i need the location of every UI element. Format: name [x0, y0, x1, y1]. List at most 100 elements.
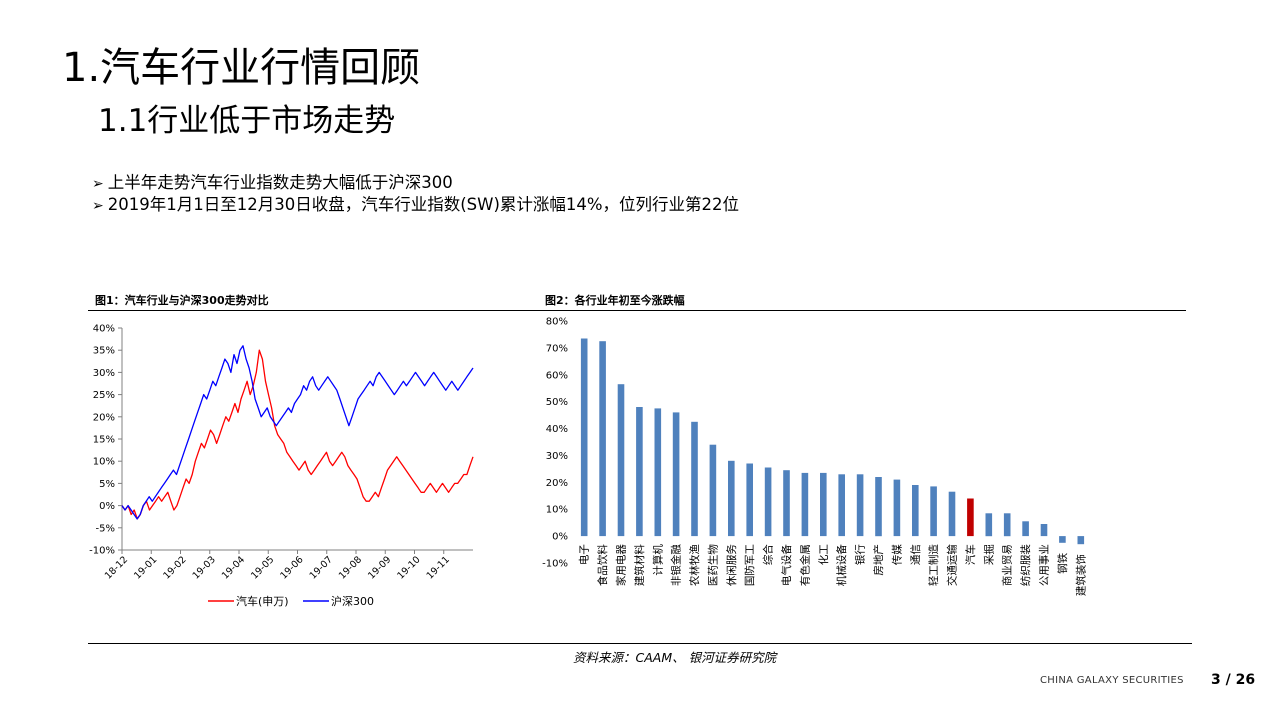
figure2-title: 图2：各行业年初至今涨跌幅 — [545, 294, 685, 307]
figure-bottom-rule — [88, 643, 1192, 644]
page-number: 3 / 26 — [1211, 672, 1256, 688]
source-note: 资料来源：CAAM、 银河证券研究院 — [573, 650, 777, 665]
bullet-item: ➢ 2019年1月1日至12月30日收盘，汽车行业指数(SW)累计涨幅14%，位列… — [92, 194, 739, 217]
bar — [1059, 536, 1066, 543]
y-tick-label: 0% — [99, 501, 115, 512]
category-label: 纺织服装 — [1019, 544, 1032, 586]
bar — [636, 407, 643, 537]
category-label: 银行 — [854, 544, 867, 565]
bar — [838, 474, 845, 537]
y-tick-label: 25% — [93, 390, 115, 401]
arrow-bullet-icon: ➢ — [92, 198, 104, 214]
bar — [801, 472, 809, 537]
legend-label: 沪深300 — [331, 594, 374, 608]
category-label: 非银金融 — [670, 544, 683, 586]
category-label: 采掘 — [982, 544, 995, 565]
figure-top-rule — [88, 310, 1186, 311]
y-tick-label: 30% — [93, 368, 115, 379]
x-tick-label: 19-05 — [249, 554, 276, 581]
category-label: 农林牧渔 — [688, 544, 701, 586]
y-tick-label: 10% — [546, 505, 568, 516]
category-label: 电气设备 — [780, 544, 793, 586]
y-tick-label: 60% — [546, 370, 568, 381]
bar — [1003, 513, 1011, 537]
x-tick-label: 19-02 — [161, 554, 188, 581]
y-tick-label: 0% — [552, 532, 568, 543]
x-tick-label: 19-09 — [366, 554, 393, 581]
bar — [1077, 536, 1085, 545]
category-label: 通信 — [910, 544, 922, 565]
slide-title: 1.汽车行业行情回顾 — [62, 45, 421, 91]
category-label: 房地产 — [872, 544, 885, 576]
plot-area — [580, 338, 1085, 545]
category-label: 医药生物 — [706, 544, 719, 586]
bullet-text: 2019年1月1日至12月30日收盘，汽车行业指数(SW)累计涨幅14%，位列行… — [107, 195, 740, 214]
plot-area — [121, 345, 474, 520]
y-tick-label: 5% — [99, 479, 115, 490]
category-label: 家用电器 — [614, 544, 627, 586]
legend-label: 汽车(申万) — [236, 594, 289, 608]
bar — [599, 341, 606, 537]
category-label: 综合 — [762, 544, 775, 565]
bar — [930, 486, 937, 537]
y-tick-label: 70% — [546, 343, 568, 354]
x-tick-label: 19-07 — [308, 554, 335, 581]
category-label: 计算机 — [651, 544, 664, 576]
category-label: 传媒 — [890, 544, 903, 565]
category-label: 商业贸易 — [1001, 544, 1014, 586]
x-tick-label: 19-01 — [132, 554, 159, 581]
bar — [820, 472, 827, 537]
series-line — [121, 345, 474, 520]
x-tick-label: 19-11 — [425, 554, 452, 581]
x-tick-label: 19-06 — [278, 554, 305, 581]
figure1-title: 图1：汽车行业与沪深300走势对比 — [95, 294, 269, 307]
x-axis: 18-12 19-01 19-02 19-03 19-04 19-05 19-06 19-07… — [103, 550, 452, 582]
category-label: 休闲服务 — [725, 544, 738, 586]
y-tick-label: 20% — [93, 412, 115, 423]
arrow-bullet-icon: ➢ — [92, 176, 104, 192]
bar — [672, 412, 680, 537]
bar — [985, 513, 993, 537]
category-label: 国防军工 — [743, 544, 756, 586]
bar — [893, 479, 901, 537]
y-tick-label: 80% — [546, 317, 568, 328]
line-chart: -10% -5% 0% 5% 10% 15% 20% 25% 30% 35% 40% 18-12 19… — [89, 324, 474, 608]
legend: 汽车(申万) 沪深300 — [208, 594, 374, 608]
category-label: 化工 — [817, 544, 830, 565]
y-tick-label: 40% — [93, 324, 115, 335]
category-label: 食品饮料 — [596, 544, 609, 586]
bar — [709, 444, 717, 537]
y-tick-label: -5% — [96, 523, 115, 534]
category-label: 交通运输 — [946, 544, 959, 586]
footer-brand: CHINA GALAXY SECURITIES — [1040, 675, 1184, 686]
x-tick-label: 19-10 — [395, 554, 422, 581]
bar-chart: -10% 0% 10% 20% 30% 40% 50% 60% 70% 80% 电子 食品饮料 家用电… — [542, 317, 1088, 597]
y-axis: -10% 0% 10% 20% 30% 40% 50% 60% 70% 80% — [542, 317, 568, 570]
bar — [1040, 524, 1048, 537]
x-axis: 电子 食品饮料 家用电器 建筑材料 计算机 非银金融 农林牧渔 医药生物 休闲服务 国防军工 综合电… — [578, 544, 1088, 597]
bar — [948, 491, 956, 537]
category-label: 汽车 — [964, 544, 977, 565]
x-tick-label: 19-03 — [191, 554, 218, 581]
category-label: 机械设备 — [835, 544, 848, 586]
bar — [654, 408, 662, 537]
bar — [875, 477, 882, 537]
bar — [580, 338, 588, 537]
y-tick-label: 50% — [546, 397, 568, 408]
y-tick-label: -10% — [89, 546, 115, 557]
category-label: 建筑装饰 — [1074, 554, 1087, 596]
category-label: 建筑材料 — [633, 544, 646, 586]
bullet-item: ➢ 上半年走势汽车行业指数走势大幅低于沪深300 — [92, 172, 453, 195]
y-tick-label: -10% — [542, 559, 568, 570]
y-tick-label: 35% — [93, 346, 115, 357]
bar — [746, 463, 753, 537]
y-tick-label: 40% — [546, 424, 568, 435]
series-line — [121, 349, 474, 520]
bar — [912, 485, 919, 537]
y-tick-label: 15% — [93, 435, 115, 446]
category-label: 电子 — [578, 544, 591, 565]
category-label: 有色金属 — [798, 544, 811, 586]
y-tick-label: 10% — [93, 457, 115, 468]
bar — [617, 384, 625, 537]
bar — [764, 467, 772, 537]
